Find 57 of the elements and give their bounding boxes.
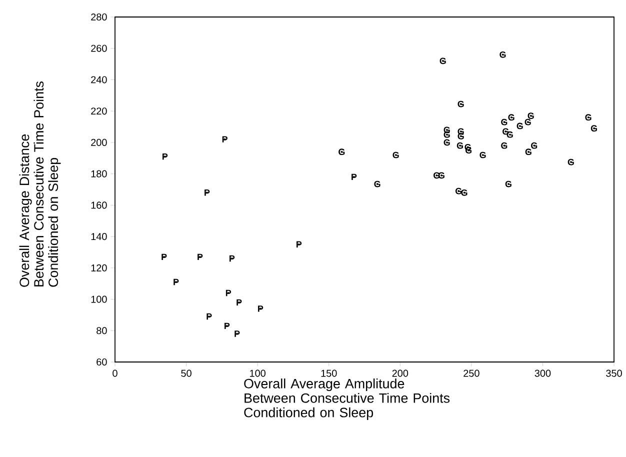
y-tick-label: 240: [91, 76, 107, 84]
text: P: [206, 313, 212, 320]
text: G: [480, 152, 486, 158]
x-tick-label: 150: [321, 370, 337, 377]
y-tick-label: 60: [96, 358, 107, 366]
text: G: [524, 118, 531, 126]
x-tick-label: 0: [112, 370, 118, 377]
text: G: [525, 148, 532, 156]
text: G: [528, 112, 534, 119]
text: G: [374, 180, 380, 188]
x-tick-label: 50: [181, 370, 192, 377]
text: G: [501, 142, 508, 149]
y-axis-title: Overall Average Distance Between Consecutive Time Points Conditioned on Sleep: [19, 81, 61, 287]
y-tick-label: 260: [91, 44, 107, 52]
x-tick-label: 350: [606, 370, 622, 377]
x-axis-title: Overall Average Amplitude Between Consecutive Time Points Conditioned on Sleep: [244, 378, 450, 420]
x-tick-label: 200: [392, 370, 408, 377]
text: P: [204, 190, 210, 196]
y-tick-label: 120: [91, 264, 107, 272]
text: G: [440, 58, 446, 64]
text: G: [458, 100, 464, 108]
y-tick-label: 160: [91, 202, 107, 209]
text: G: [456, 142, 463, 149]
text: P: [236, 299, 242, 306]
text: P: [162, 254, 167, 260]
text: P: [174, 278, 179, 286]
text: G: [455, 188, 462, 194]
text: G: [505, 180, 512, 188]
x-tick-label: 100: [250, 370, 266, 377]
y-tick-label: 140: [91, 233, 107, 240]
y-tick-label: 180: [91, 170, 107, 178]
text: G: [338, 148, 345, 156]
text: G: [590, 125, 597, 132]
text: G: [531, 142, 538, 149]
y-tick-label: 220: [91, 108, 107, 115]
text: G: [461, 189, 468, 196]
text: G: [444, 139, 450, 146]
x-tick-label: 250: [464, 370, 480, 377]
text: P: [352, 174, 357, 180]
text: G: [500, 51, 506, 58]
y-tick-label: 100: [91, 296, 107, 303]
y-tick-label: 80: [96, 327, 107, 334]
x-tick-label: 300: [534, 370, 551, 377]
text: G: [508, 114, 514, 121]
y-tick-label: 200: [91, 138, 107, 146]
text: P: [162, 153, 168, 160]
text: G: [392, 152, 399, 158]
series-label: P: [230, 255, 235, 262]
text: G: [501, 118, 508, 126]
text: P: [258, 306, 264, 312]
text: G: [585, 114, 592, 121]
y-tick-label: 280: [91, 13, 107, 21]
text: P: [198, 254, 203, 260]
text: G: [568, 158, 574, 166]
text: G: [516, 122, 523, 130]
text: P: [226, 290, 232, 296]
text: P: [224, 322, 230, 330]
